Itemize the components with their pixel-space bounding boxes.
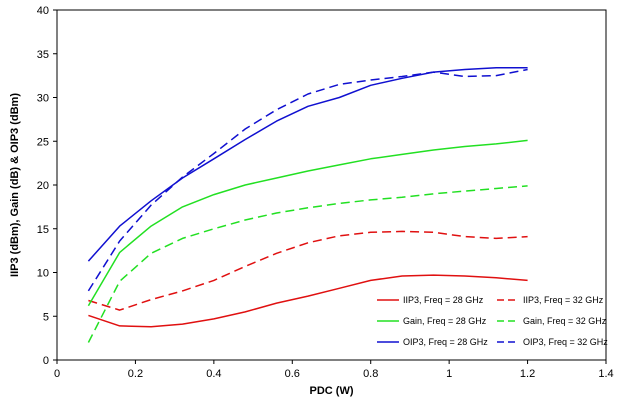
series-line-5 (87, 67, 528, 262)
y-tick-label: 20 (37, 180, 49, 192)
x-tick-label: 0.6 (285, 368, 300, 380)
series-layer (87, 67, 528, 343)
x-tick-label: 0 (54, 368, 60, 380)
y-tick-label: 0 (43, 355, 49, 367)
plot-area (56, 9, 607, 361)
x-tick-label: 1.2 (520, 368, 535, 380)
x-axis-title: PDC (W) (310, 385, 354, 397)
series-line-3 (87, 139, 528, 307)
x-tick-label: 1 (446, 368, 452, 380)
y-tick-label: 35 (37, 49, 49, 61)
y-tick-label: 15 (37, 224, 49, 236)
series-line-6 (87, 68, 528, 292)
legend-label: Gain, Freq = 32 GHz (523, 316, 607, 326)
series-line-2 (88, 230, 528, 311)
legend: IIP3, Freq = 28 GHz IIP3, Freq = 32 GHz Ga… (377, 295, 608, 347)
x-tick-label: 0.4 (206, 368, 221, 380)
x-tick-label: 0.8 (363, 368, 378, 380)
x-tick-label: 1.4 (598, 368, 613, 380)
series-line-4 (87, 185, 528, 343)
y-tick-label: 10 (37, 268, 49, 280)
legend-label: OIP3, Freq = 28 GHz (403, 337, 488, 347)
legend-label: IIP3, Freq = 32 GHz (523, 295, 604, 305)
legend-label: Gain, Freq = 28 GHz (403, 316, 487, 326)
legend-label: IIP3, Freq = 28 GHz (403, 295, 484, 305)
x-tick-label: 0.2 (128, 368, 143, 380)
y-tick-label: 5 (43, 311, 49, 323)
y-tick-label: 40 (37, 5, 49, 17)
legend-label: OIP3, Freq = 32 GHz (523, 337, 608, 347)
y-axis-title: IIP3 (dBm), Gain (dB) & OIP3 (dBm) (9, 93, 21, 277)
y-tick-label: 30 (37, 93, 49, 105)
y-tick-label: 25 (37, 136, 49, 148)
series-line-1 (88, 274, 528, 328)
